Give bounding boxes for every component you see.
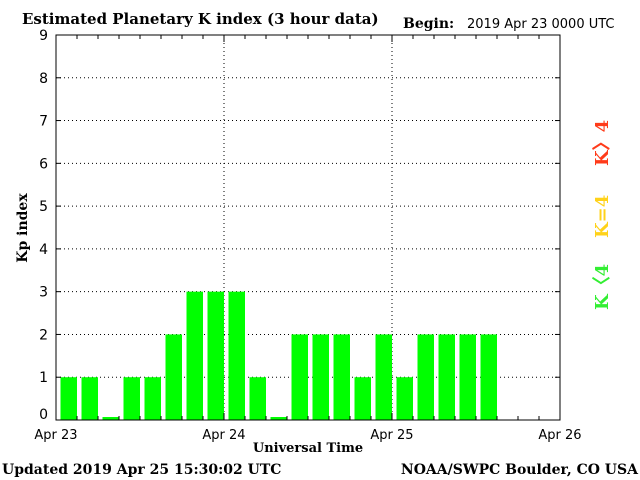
kp-bar xyxy=(144,377,161,420)
kp-bar xyxy=(312,334,329,420)
updated-text: Updated 2019 Apr 25 15:30:02 UTC xyxy=(2,462,281,478)
y-tick-label: 2 xyxy=(39,327,48,343)
y-tick-label: 3 xyxy=(39,285,48,301)
y-axis-label: Kp index xyxy=(15,193,31,263)
y-tick-label: 6 xyxy=(39,156,48,172)
x-tick-label: Apr 24 xyxy=(202,428,245,443)
legend-quiet: K〈4 xyxy=(592,264,613,310)
y-tick-label: 4 xyxy=(39,242,48,258)
kp-bar xyxy=(480,334,497,420)
x-axis-ticks: Apr 23 Apr 24 Apr 25 Apr 26 xyxy=(34,35,582,443)
kp-bar xyxy=(270,417,287,420)
bar-series xyxy=(60,291,497,420)
chart-title: Estimated Planetary K index (3 hour data… xyxy=(22,10,379,28)
legend-active: K=4 xyxy=(592,195,613,238)
legend-storm: K〉4 xyxy=(592,120,613,166)
kp-bar xyxy=(102,417,119,420)
kp-bar xyxy=(417,334,434,420)
y-tick-label: 1 xyxy=(39,370,48,386)
kp-bar xyxy=(123,377,140,420)
kp-bar xyxy=(291,334,308,420)
kp-bar xyxy=(438,334,455,420)
kp-bar xyxy=(375,334,392,420)
begin-label: Begin: xyxy=(403,16,454,32)
x-tick-label: Apr 25 xyxy=(370,428,413,443)
kp-bar xyxy=(60,377,77,420)
kp-bar xyxy=(207,291,224,420)
x-tick-label: Apr 23 xyxy=(34,428,77,443)
y-tick-label: 5 xyxy=(39,199,48,215)
source-text: NOAA/SWPC Boulder, CO USA xyxy=(401,462,639,478)
kp-bar xyxy=(228,291,245,420)
x-axis-label: Universal Time xyxy=(253,441,363,456)
x-tick-label: Apr 26 xyxy=(538,428,581,443)
kp-bar xyxy=(354,377,371,420)
y-tick-label: 0 xyxy=(39,407,48,423)
kp-bar xyxy=(333,334,350,420)
kp-bar xyxy=(396,377,413,420)
kp-bar xyxy=(81,377,98,420)
y-tick-label: 8 xyxy=(39,71,48,87)
kp-bar xyxy=(249,377,266,420)
kp-bar xyxy=(186,291,203,420)
y-axis-ticks: 0 1 2 3 4 5 6 7 8 9 xyxy=(39,28,560,423)
begin-value: 2019 Apr 23 0000 UTC xyxy=(467,17,615,32)
kp-bar xyxy=(165,334,182,420)
y-tick-label: 7 xyxy=(39,114,48,130)
y-tick-label: 9 xyxy=(39,28,48,44)
kp-bar xyxy=(459,334,476,420)
